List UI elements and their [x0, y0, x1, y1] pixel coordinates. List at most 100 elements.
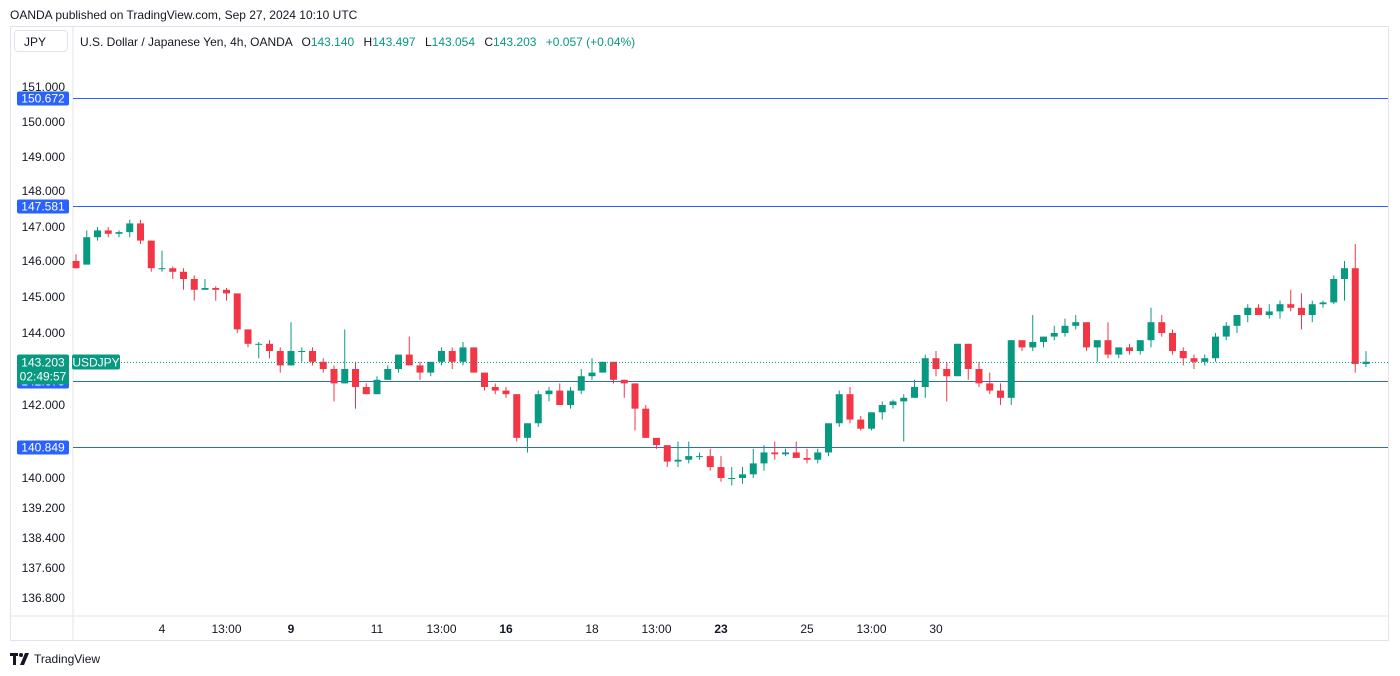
footer-brand[interactable]: TradingView	[10, 652, 100, 666]
candle-body[interactable]	[868, 412, 875, 429]
candle-body[interactable]	[986, 383, 994, 391]
candle-body[interactable]	[427, 361, 435, 373]
candle-body[interactable]	[814, 452, 822, 460]
candle-body[interactable]	[846, 394, 854, 420]
candle-body[interactable]	[384, 369, 392, 380]
candle-body[interactable]	[1061, 325, 1069, 333]
candle-body[interactable]	[1319, 302, 1327, 305]
candle-body[interactable]	[1115, 347, 1123, 355]
candle-body[interactable]	[1190, 358, 1198, 362]
candle-body[interactable]	[244, 329, 252, 344]
candle-body[interactable]	[1330, 279, 1338, 303]
candle-body[interactable]	[276, 351, 284, 366]
candle-body[interactable]	[266, 343, 273, 351]
candle-body[interactable]	[1287, 304, 1295, 308]
candle-body[interactable]	[1341, 268, 1348, 279]
candle-body[interactable]	[341, 369, 349, 384]
candle-body[interactable]	[567, 390, 574, 405]
candle-body[interactable]	[169, 268, 177, 272]
candle-body[interactable]	[642, 408, 650, 438]
candle-body[interactable]	[1050, 333, 1058, 337]
candle-body[interactable]	[610, 361, 617, 380]
candle-body[interactable]	[137, 223, 144, 241]
candle-body[interactable]	[760, 452, 768, 464]
candle-body[interactable]	[739, 474, 746, 478]
currency-badge[interactable]: JPY	[14, 30, 68, 52]
candle-body[interactable]	[534, 394, 542, 424]
candle-body[interactable]	[674, 459, 682, 462]
candle-body[interactable]	[975, 369, 983, 384]
candle-body[interactable]	[1201, 358, 1209, 362]
candle-body[interactable]	[83, 237, 91, 265]
candle-body[interactable]	[857, 419, 865, 429]
candle-body[interactable]	[921, 358, 929, 387]
candle-body[interactable]	[298, 351, 306, 352]
candle-body[interactable]	[556, 390, 564, 405]
candle-body[interactable]	[1029, 342, 1037, 348]
candle-body[interactable]	[1126, 347, 1133, 351]
candle-body[interactable]	[1104, 340, 1112, 355]
candle-body[interactable]	[706, 456, 714, 468]
candle-body[interactable]	[373, 379, 381, 395]
candle-body[interactable]	[954, 343, 961, 377]
candle-body[interactable]	[792, 452, 800, 458]
candle-body[interactable]	[72, 261, 80, 269]
candle-body[interactable]	[104, 230, 112, 234]
candle-body[interactable]	[1351, 268, 1359, 364]
candle-body[interactable]	[405, 354, 413, 366]
candle-body[interactable]	[438, 351, 445, 362]
candle-body[interactable]	[1147, 322, 1155, 341]
candle-body[interactable]	[771, 452, 779, 455]
candle-body[interactable]	[889, 401, 897, 405]
candle-body[interactable]	[1007, 340, 1015, 398]
candle-body[interactable]	[932, 358, 940, 369]
candle-body[interactable]	[663, 445, 671, 462]
candle-body[interactable]	[481, 372, 488, 387]
candle-body[interactable]	[631, 383, 639, 409]
candle-body[interactable]	[352, 369, 359, 387]
candle-body[interactable]	[1298, 307, 1305, 315]
candle-body[interactable]	[728, 478, 736, 479]
candle-body[interactable]	[180, 271, 187, 279]
candle-body[interactable]	[825, 423, 832, 453]
candle-body[interactable]	[309, 351, 316, 362]
candle-body[interactable]	[448, 351, 456, 362]
candle-body[interactable]	[1212, 336, 1219, 359]
candle-body[interactable]	[599, 361, 607, 373]
candle-body[interactable]	[190, 279, 198, 290]
candle-body[interactable]	[255, 343, 263, 345]
candle-body[interactable]	[964, 343, 972, 369]
candle-body[interactable]	[1244, 307, 1252, 315]
candle-body[interactable]	[717, 467, 725, 478]
candle-body[interactable]	[911, 387, 918, 398]
candle-body[interactable]	[330, 369, 338, 384]
candle-body[interactable]	[416, 365, 424, 373]
candle-body[interactable]	[749, 463, 757, 475]
candle-body[interactable]	[1222, 325, 1230, 337]
candle-body[interactable]	[319, 361, 327, 369]
candle-body[interactable]	[513, 394, 521, 438]
candle-body[interactable]	[115, 232, 123, 234]
candle-body[interactable]	[878, 405, 886, 413]
candle-body[interactable]	[459, 347, 467, 362]
candle-body[interactable]	[685, 456, 693, 460]
candle-body[interactable]	[94, 230, 101, 238]
candle-body[interactable]	[545, 390, 553, 395]
candle-body[interactable]	[782, 452, 789, 455]
candle-body[interactable]	[1255, 307, 1262, 315]
candle-body[interactable]	[620, 379, 628, 384]
candle-body[interactable]	[1083, 322, 1090, 348]
candle-body[interactable]	[212, 288, 220, 290]
candle-body[interactable]	[223, 289, 230, 294]
candle-body[interactable]	[1265, 311, 1273, 315]
candle-body[interactable]	[502, 390, 510, 395]
candle-body[interactable]	[1040, 336, 1047, 342]
candle-body[interactable]	[362, 387, 370, 395]
candle-body[interactable]	[997, 390, 1004, 398]
candle-body[interactable]	[1169, 333, 1176, 351]
candle-body[interactable]	[1093, 340, 1101, 348]
candle-body[interactable]	[158, 268, 166, 270]
candle-body[interactable]	[1072, 322, 1080, 326]
candle-body[interactable]	[233, 293, 241, 330]
